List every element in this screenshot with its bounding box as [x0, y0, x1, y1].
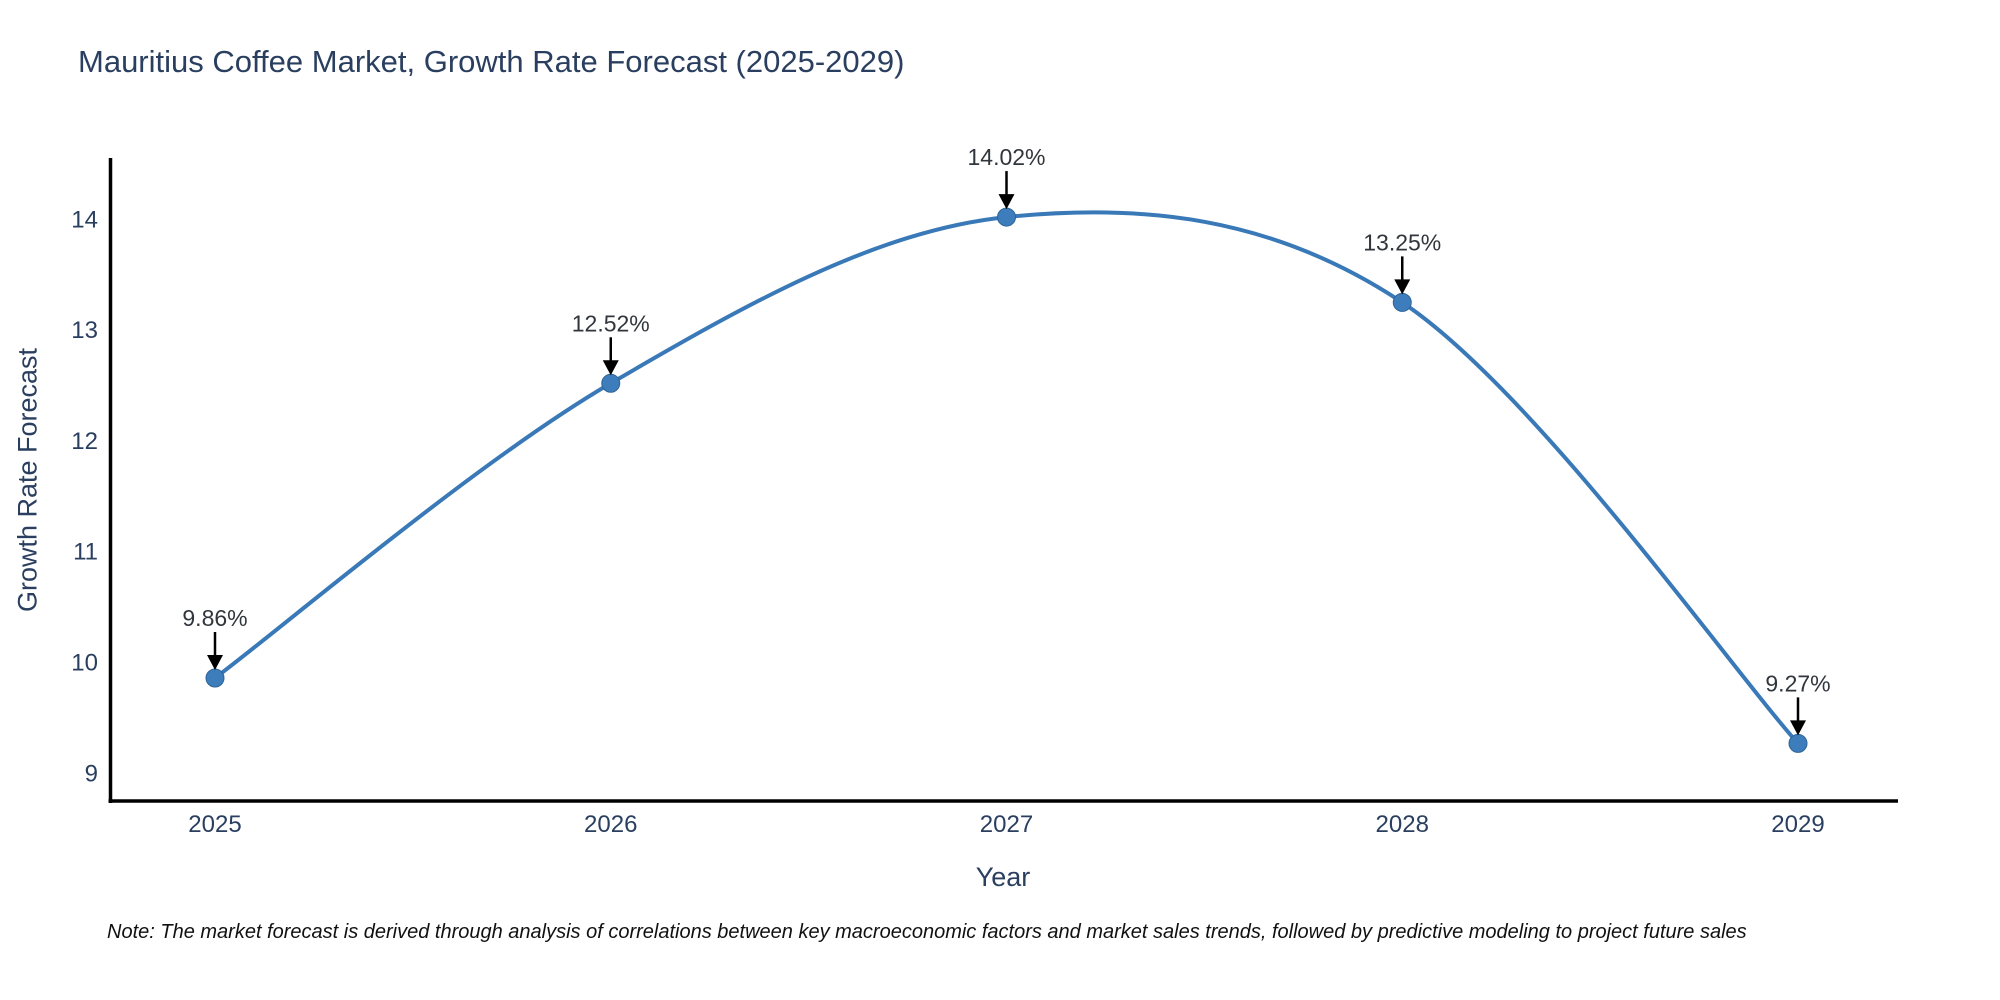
- x-tick-label: 2029: [1771, 811, 1824, 838]
- data-point-marker: [601, 373, 621, 393]
- chart-title: Mauritius Coffee Market, Growth Rate For…: [78, 44, 905, 79]
- annotation-label: 9.86%: [182, 605, 247, 631]
- y-tick-label: 12: [71, 428, 98, 455]
- y-tick-label: 14: [71, 206, 98, 233]
- x-tick-label: 2027: [980, 811, 1033, 838]
- x-axis-title: Year: [975, 862, 1031, 892]
- x-tick-label: 2028: [1376, 811, 1429, 838]
- annotation-label: 14.02%: [967, 144, 1045, 170]
- annotation-arrowhead-icon: [1394, 279, 1411, 295]
- data-point-marker: [997, 207, 1016, 227]
- y-tick-label: 9: [85, 760, 98, 787]
- footnote: Note: The market forecast is derived thr…: [107, 921, 1747, 943]
- y-tick-label: 13: [71, 317, 98, 344]
- annotation-arrowhead-icon: [602, 360, 619, 376]
- annotation-label: 12.52%: [572, 310, 650, 336]
- data-point-marker: [205, 668, 225, 688]
- annotation-arrowhead-icon: [998, 194, 1015, 210]
- annotation-arrowhead-icon: [1790, 720, 1806, 736]
- annotation-label: 13.25%: [1363, 229, 1441, 255]
- annotation-arrowhead-icon: [207, 655, 223, 671]
- data-point-marker: [1392, 292, 1412, 312]
- annotation-label: 9.27%: [1765, 670, 1830, 696]
- y-tick-label: 11: [73, 539, 98, 566]
- x-tick-label: 2026: [584, 811, 637, 838]
- y-tick-label: 10: [71, 650, 98, 677]
- x-tick-label: 2025: [188, 811, 241, 838]
- data-point-marker: [1788, 733, 1808, 753]
- series-line: [213, 210, 1800, 746]
